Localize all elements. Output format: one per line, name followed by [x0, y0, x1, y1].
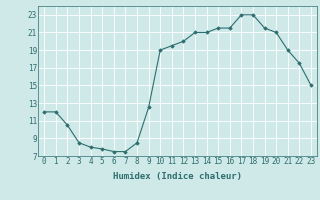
X-axis label: Humidex (Indice chaleur): Humidex (Indice chaleur) — [113, 172, 242, 181]
